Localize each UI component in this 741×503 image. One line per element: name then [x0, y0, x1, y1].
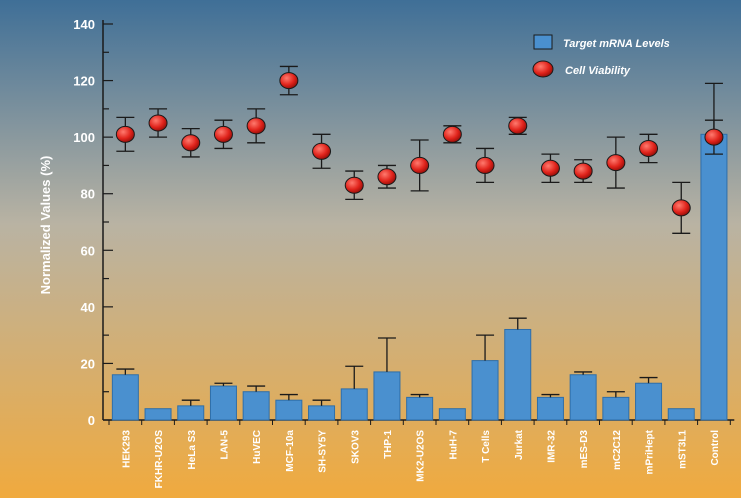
bar — [308, 405, 336, 421]
category-label: Jurkat — [514, 429, 525, 460]
category-label: HuVEC — [252, 430, 263, 464]
category-label: SKOV3 — [350, 430, 361, 464]
bar — [700, 133, 728, 421]
category-label: Control — [710, 430, 721, 466]
bar — [340, 388, 368, 421]
point — [410, 156, 430, 174]
point — [540, 159, 560, 177]
category-label: LAN-5 — [219, 430, 230, 460]
point — [115, 125, 135, 143]
y-tick-label: 120 — [73, 74, 95, 89]
bar — [602, 396, 630, 421]
bar — [144, 408, 172, 421]
category-label: T Cells — [481, 430, 492, 463]
point — [639, 139, 659, 157]
legend-bar-swatch — [533, 34, 553, 50]
category-label: SH-SY5Y — [318, 430, 329, 473]
y-tick-label: 80 — [81, 187, 95, 202]
legend-point-label: Cell Viability — [565, 65, 631, 77]
point — [344, 176, 364, 194]
point — [279, 72, 299, 90]
point — [508, 117, 528, 135]
point — [442, 125, 462, 143]
legend: Target mRNA Levels Cell Viability — [532, 34, 670, 78]
point — [475, 156, 495, 174]
bar — [438, 408, 466, 421]
category-label: mC2C12 — [612, 430, 623, 470]
bar — [667, 408, 695, 421]
point — [671, 199, 691, 217]
y-tick-label: 100 — [73, 130, 95, 145]
category-label: mES-D3 — [579, 430, 590, 469]
category-label: IMR-32 — [546, 430, 557, 463]
category-label: HuH-7 — [448, 430, 459, 460]
point — [606, 154, 626, 172]
point — [704, 128, 724, 146]
point — [148, 114, 168, 132]
category-label: MK2-U2OS — [416, 430, 427, 482]
bar — [373, 371, 401, 421]
bar — [504, 328, 532, 421]
bar — [209, 385, 237, 421]
bar — [536, 396, 564, 421]
point-series — [115, 65, 724, 234]
point — [573, 162, 593, 180]
category-label: FKHR-U2OS — [154, 430, 165, 489]
bar — [177, 405, 205, 421]
bar — [406, 396, 434, 421]
point — [246, 117, 266, 135]
y-axis-title: Normalized Values (%) — [38, 156, 53, 295]
legend-point-swatch — [532, 60, 554, 78]
category-label: THP-1 — [383, 430, 394, 459]
bar — [242, 391, 270, 421]
bar — [111, 374, 139, 421]
legend-bar-label: Target mRNA Levels — [563, 38, 670, 50]
category-label: mST3L1 — [677, 430, 688, 469]
y-tick-label: 60 — [81, 243, 95, 258]
bar — [635, 382, 663, 421]
y-tick-label: 0 — [88, 413, 95, 428]
point — [213, 125, 233, 143]
point — [181, 134, 201, 152]
category-label: HeLa S3 — [187, 430, 198, 470]
y-tick-label: 20 — [81, 356, 95, 371]
category-label: mPriHept — [645, 429, 656, 474]
bar — [275, 399, 303, 421]
category-labels: HEK293 FKHR-U2OS HeLa S3 LAN-5 HuVEC MCF-10a S… — [121, 429, 721, 488]
y-tick-label: 140 — [73, 17, 95, 32]
category-label: HEK293 — [121, 430, 132, 468]
category-label: MCF-10a — [285, 430, 296, 472]
bar — [471, 360, 499, 421]
bar — [569, 374, 597, 421]
y-tick-label: 40 — [81, 300, 95, 315]
point — [377, 168, 397, 186]
point — [312, 142, 332, 160]
